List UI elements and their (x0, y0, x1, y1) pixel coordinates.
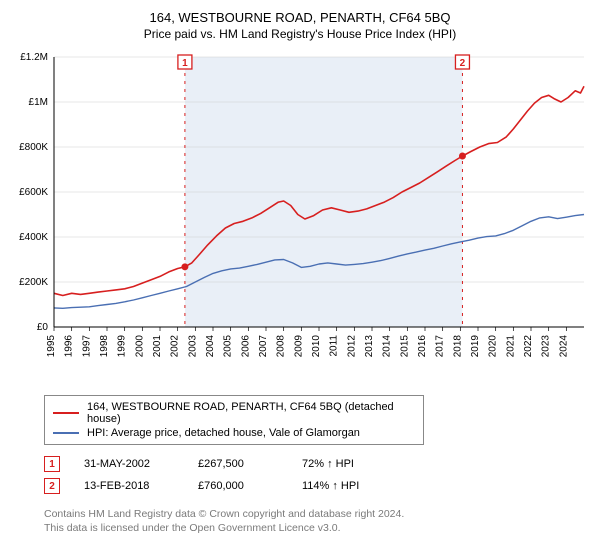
footer-attribution: Contains HM Land Registry data © Crown c… (44, 507, 592, 535)
svg-text:2008: 2008 (276, 335, 287, 358)
svg-text:2019: 2019 (470, 335, 481, 358)
svg-text:1996: 1996 (64, 335, 75, 358)
legend-label: HPI: Average price, detached house, Vale… (87, 427, 360, 439)
svg-text:2012: 2012 (346, 335, 357, 358)
svg-text:2002: 2002 (170, 335, 181, 358)
page-subtitle: Price paid vs. HM Land Registry's House … (8, 27, 592, 41)
svg-text:2014: 2014 (382, 335, 393, 358)
svg-text:2000: 2000 (134, 335, 145, 358)
svg-text:1: 1 (182, 58, 188, 69)
footer-line-1: Contains HM Land Registry data © Crown c… (44, 507, 592, 521)
svg-text:£600K: £600K (19, 187, 48, 198)
chart-svg: £0 £200K £400K £600K £800K £1M £1.2M 1 2 1995 1996… (8, 49, 592, 389)
svg-text:2022: 2022 (523, 335, 534, 358)
svg-text:2: 2 (460, 58, 466, 69)
transaction-vs-hpi: 114% ↑ HPI (302, 480, 392, 492)
transaction-row: 1 31-MAY-2002 £267,500 72% ↑ HPI (44, 453, 592, 475)
svg-text:2005: 2005 (223, 335, 234, 358)
svg-text:1999: 1999 (117, 335, 128, 358)
page-title: 164, WESTBOURNE ROAD, PENARTH, CF64 5BQ (8, 10, 592, 25)
transaction-vs-hpi: 72% ↑ HPI (302, 458, 392, 470)
transaction-marker: 2 (44, 478, 60, 494)
svg-text:1997: 1997 (81, 335, 92, 358)
svg-text:2024: 2024 (558, 335, 569, 358)
svg-text:2006: 2006 (240, 335, 251, 358)
transaction-date: 13-FEB-2018 (84, 480, 174, 492)
svg-text:£0: £0 (37, 322, 49, 333)
legend-row: HPI: Average price, detached house, Vale… (53, 426, 415, 440)
svg-text:2015: 2015 (399, 335, 410, 358)
svg-text:2001: 2001 (152, 335, 163, 358)
svg-text:£200K: £200K (19, 277, 48, 288)
svg-text:2021: 2021 (505, 335, 516, 358)
svg-text:2016: 2016 (417, 335, 428, 358)
svg-text:2011: 2011 (329, 335, 340, 357)
transaction-price: £267,500 (198, 458, 278, 470)
footer-line-2: This data is licensed under the Open Gov… (44, 521, 592, 535)
svg-text:2009: 2009 (293, 335, 304, 358)
svg-text:2004: 2004 (205, 335, 216, 358)
legend-label: 164, WESTBOURNE ROAD, PENARTH, CF64 5BQ … (87, 401, 415, 425)
price-chart: £0 £200K £400K £600K £800K £1M £1.2M 1 2 1995 1996… (8, 49, 592, 389)
svg-text:1995: 1995 (46, 335, 57, 358)
svg-text:2010: 2010 (311, 335, 322, 358)
svg-text:£1.2M: £1.2M (20, 52, 48, 63)
svg-text:2007: 2007 (258, 335, 269, 358)
svg-text:2020: 2020 (488, 335, 499, 358)
svg-text:£1M: £1M (29, 97, 48, 108)
svg-text:1998: 1998 (99, 335, 110, 358)
svg-text:£400K: £400K (19, 232, 48, 243)
svg-text:2003: 2003 (187, 335, 198, 358)
legend-swatch (53, 412, 79, 414)
transaction-row: 2 13-FEB-2018 £760,000 114% ↑ HPI (44, 475, 592, 497)
svg-text:2017: 2017 (435, 335, 446, 358)
transaction-price: £760,000 (198, 480, 278, 492)
transactions-table: 1 31-MAY-2002 £267,500 72% ↑ HPI 2 13-FEB-201… (44, 453, 592, 497)
svg-text:2018: 2018 (452, 335, 463, 358)
svg-text:£800K: £800K (19, 142, 48, 153)
svg-text:2013: 2013 (364, 335, 375, 358)
legend-swatch (53, 432, 79, 434)
transaction-marker: 1 (44, 456, 60, 472)
legend: 164, WESTBOURNE ROAD, PENARTH, CF64 5BQ … (44, 395, 424, 445)
svg-text:2023: 2023 (541, 335, 552, 358)
legend-row: 164, WESTBOURNE ROAD, PENARTH, CF64 5BQ … (53, 400, 415, 426)
transaction-date: 31-MAY-2002 (84, 458, 174, 470)
